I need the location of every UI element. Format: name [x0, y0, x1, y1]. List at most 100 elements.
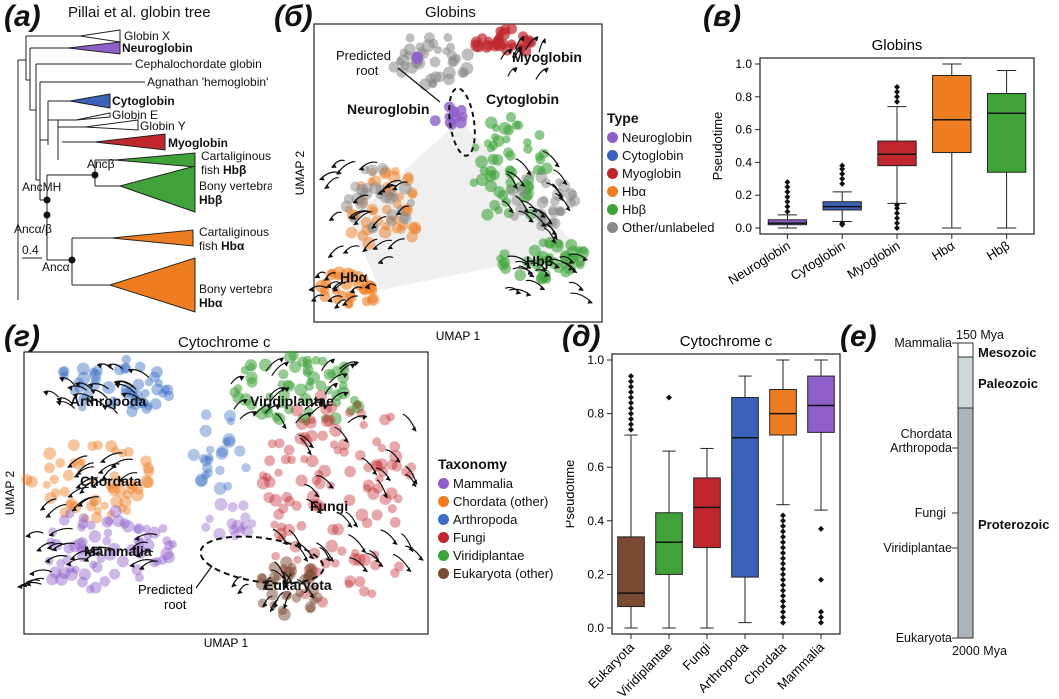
timeline-top-label: 150 Mya [956, 330, 1004, 342]
umap-point [258, 471, 268, 480]
outlier-point [784, 193, 791, 200]
streamline-arrow [88, 383, 94, 389]
umap-point [223, 481, 233, 491]
label-cytoglobin: Cytoglobin [112, 94, 175, 108]
umap-point [205, 445, 215, 455]
streamline-arrow [128, 369, 134, 374]
streamline-arrow [512, 68, 518, 73]
box-iqr [769, 388, 797, 436]
umap-point [289, 361, 302, 374]
streamline-arrow [118, 477, 124, 482]
outlier-point [666, 394, 672, 401]
globin-hba-label: Hbα [340, 269, 368, 285]
umap-point [122, 506, 132, 516]
umap-point [358, 553, 372, 567]
umap-point [499, 249, 510, 260]
streamline-arrow [46, 513, 51, 518]
umap-point [69, 458, 79, 468]
outlier-point [628, 415, 634, 422]
umap-point [514, 269, 527, 282]
outlier-point [780, 582, 786, 589]
umap-point [201, 470, 210, 480]
umap-point [390, 568, 400, 578]
globin-box-ytick-label: 0.0 [735, 221, 752, 235]
umap-point [160, 547, 174, 560]
cyto-box-title: Cytochrome c [680, 334, 773, 350]
velocity-streamline [538, 38, 546, 53]
timeline-viridiplantae: Viridiplantae [883, 541, 952, 555]
umap-point [354, 576, 366, 588]
umap-point [331, 523, 344, 536]
umap-point [472, 40, 485, 53]
umap-point [104, 516, 114, 526]
streamline-arrow [308, 287, 314, 293]
outlier-point [894, 220, 900, 227]
streamline-arrow [343, 437, 349, 443]
umap-point [268, 572, 280, 584]
streamline-arrow [527, 270, 533, 275]
umap-point [89, 498, 99, 507]
umap-point [85, 584, 95, 594]
umap-point [65, 500, 75, 509]
umap-point [375, 458, 388, 470]
umap-point [327, 524, 339, 536]
umap-point [361, 517, 373, 529]
streamline-arrow [88, 400, 94, 405]
cyto-umap-xlabel: UMAP 1 [204, 636, 249, 650]
umap-point [296, 418, 308, 430]
streamline-arrow [332, 383, 338, 389]
umap-point [443, 33, 453, 42]
umap-point [379, 413, 391, 426]
streamline-arrow [136, 552, 141, 558]
umap-point [77, 371, 91, 385]
umap-point [136, 397, 148, 409]
umap-point [199, 424, 212, 438]
umap-point [103, 528, 113, 537]
streamline-arrow [540, 222, 546, 227]
umap-point [379, 493, 392, 506]
velocity-streamline [535, 67, 549, 80]
umap-point [487, 153, 499, 165]
clade-neuroglobin [67, 41, 121, 55]
velocity-streamline [75, 382, 93, 390]
streamline-arrow [325, 556, 331, 562]
umap-point [517, 184, 529, 197]
cyto-box-frame [611, 353, 841, 635]
umap-point [271, 412, 282, 422]
umap-point [367, 589, 377, 598]
streamline-arrow [406, 567, 411, 572]
streamline-arrow [362, 567, 368, 572]
umap-point [406, 198, 416, 208]
streamline-arrow [281, 423, 287, 429]
streamline-arrow [351, 215, 357, 220]
streamline-arrow [571, 268, 577, 273]
umap-point [475, 155, 488, 169]
umap-point [340, 200, 353, 213]
umap-point [44, 462, 55, 474]
umap-point [71, 565, 80, 574]
streamline-arrow [76, 484, 82, 489]
legend-item-mammalia: Mammalia [438, 474, 553, 492]
label-cephalochordate: Cephalochordate globin [135, 57, 262, 71]
streamline-arrow [374, 558, 380, 563]
legend-item-viridiplantae: Viridiplantae [438, 546, 553, 564]
label-fish-hbb: fish Hbβ [201, 163, 246, 177]
velocity-streamline [59, 376, 76, 386]
streamline-arrow [139, 565, 145, 570]
globin-umap-ylabel: UMAP 2 [293, 150, 307, 195]
label-neuroglobin: Neuroglobin [122, 41, 193, 55]
umap-point [126, 405, 138, 418]
umap-point [107, 484, 120, 497]
outlier-point [628, 405, 634, 412]
umap-point [340, 277, 353, 290]
streamline-arrow [418, 555, 424, 561]
umap-point [128, 480, 139, 491]
streamline-arrow [515, 290, 521, 295]
umap-point [332, 398, 342, 407]
globin-umap-xlabel: UMAP 1 [436, 329, 481, 343]
label-cart-fish: Cartaliginous [201, 149, 271, 163]
umap-point [504, 165, 516, 176]
outlier-point [784, 208, 791, 215]
umap-point [540, 195, 549, 205]
umap-point [503, 124, 515, 136]
